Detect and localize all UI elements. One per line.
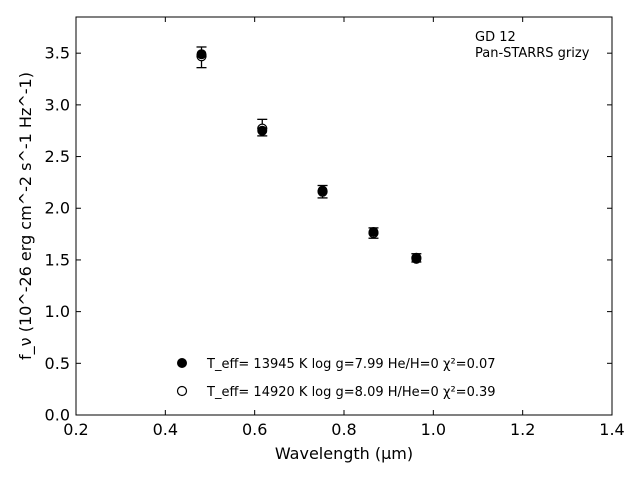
legend-label-h-model: T_eff= 14920 K log g=8.09 H/He=0 χ²=0.39 xyxy=(206,385,496,400)
x-tick-label: 1.4 xyxy=(599,420,624,439)
annotation-star-name: GD 12 xyxy=(475,30,516,45)
y-tick-label: 1.5 xyxy=(45,250,70,269)
annotation-survey: Pan-STARRS grizy xyxy=(475,46,590,61)
x-axis-title: Wavelength (μm) xyxy=(275,444,413,463)
legend: T_eff= 13945 K log g=7.99 He/H=0 χ²=0.07… xyxy=(176,357,496,400)
x-axis-title-text: Wavelength (μm) xyxy=(275,444,413,463)
y-tick-label: 0.0 xyxy=(45,406,70,425)
x-tick-label: 0.2 xyxy=(63,420,88,439)
y-tick-label: 2.5 xyxy=(45,147,70,166)
he-model-point xyxy=(317,185,328,196)
he-model-point xyxy=(411,253,422,264)
y-axis-title: f_ν (10^-26 erg cm^-2 s^-1 Hz^-1) xyxy=(16,72,36,360)
legend-marker-filled xyxy=(177,358,187,368)
x-tick-label: 1.0 xyxy=(421,420,446,439)
legend-marker-open xyxy=(176,385,188,397)
legend-label-he-model: T_eff= 13945 K log g=7.99 He/H=0 χ²=0.07 xyxy=(206,357,496,372)
x-tick-label: 0.4 xyxy=(153,420,178,439)
data-markers xyxy=(196,49,422,264)
y-tick-label: 3.0 xyxy=(45,95,70,114)
x-tick-label: 1.2 xyxy=(510,420,535,439)
ticks: 0.2 0.4 0.6 0.8 1.0 1.2 1.4 0.0 0.5 1.0 1.5 2.0 2.5 3… xyxy=(45,17,625,439)
he-model-point xyxy=(196,49,207,60)
x-tick-label: 0.8 xyxy=(331,420,356,439)
x-tick-label: 0.6 xyxy=(242,420,267,439)
y-tick-label: 1.0 xyxy=(45,302,70,321)
error-bars xyxy=(196,46,422,263)
y-tick-label: 0.5 xyxy=(45,354,70,373)
y-axis-title-text: f_ν (10^-26 erg cm^-2 s^-1 Hz^-1) xyxy=(16,72,36,360)
he-model-point xyxy=(368,227,379,238)
plot-frame xyxy=(75,16,613,416)
y-tick-label: 2.0 xyxy=(45,199,70,218)
y-tick-label: 3.5 xyxy=(45,44,70,63)
he-model-point xyxy=(257,125,268,136)
